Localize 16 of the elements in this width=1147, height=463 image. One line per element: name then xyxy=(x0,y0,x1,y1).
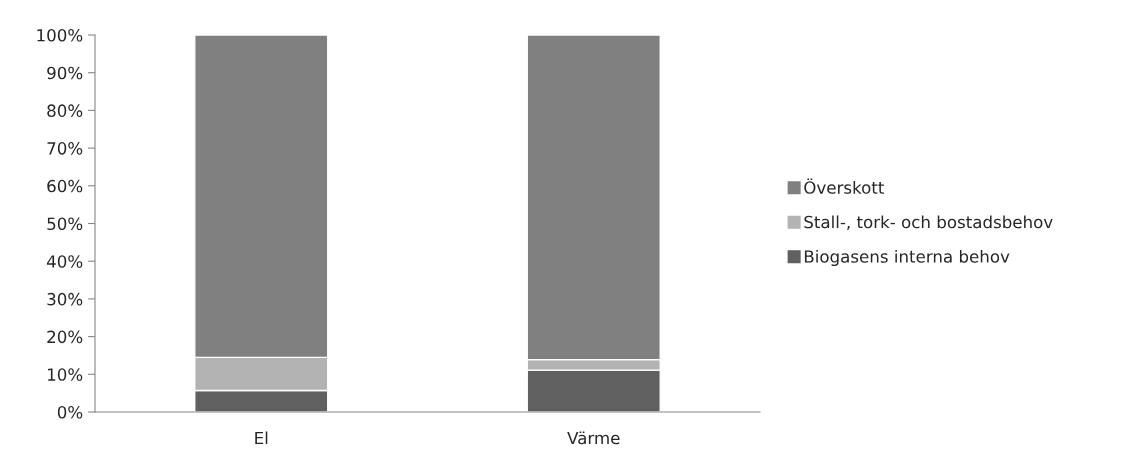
y-tick-label: 80% xyxy=(47,104,83,117)
y-tick-label: 0% xyxy=(57,405,83,419)
y-tick-label: 10% xyxy=(47,368,83,381)
y-tick-label: 50% xyxy=(47,217,83,231)
legend-label: Överskott xyxy=(804,178,884,194)
x-tick-label: El xyxy=(255,431,268,445)
legend-label: Stall-, tork- och bostadsbehov xyxy=(804,215,1053,231)
y-tick-label: 70% xyxy=(47,142,83,155)
legend-label: Biogasens interna behov xyxy=(804,249,1010,267)
y-tick-label: 30% xyxy=(47,292,83,306)
y-tick-label: 60% xyxy=(47,179,83,193)
y-tick-label: 40% xyxy=(46,255,83,268)
x-tick-label: Värme xyxy=(567,431,620,445)
y-tick-label: 90% xyxy=(47,66,83,80)
y-tick-label: 20% xyxy=(47,330,83,344)
y-tick-label: 100% xyxy=(37,28,83,42)
